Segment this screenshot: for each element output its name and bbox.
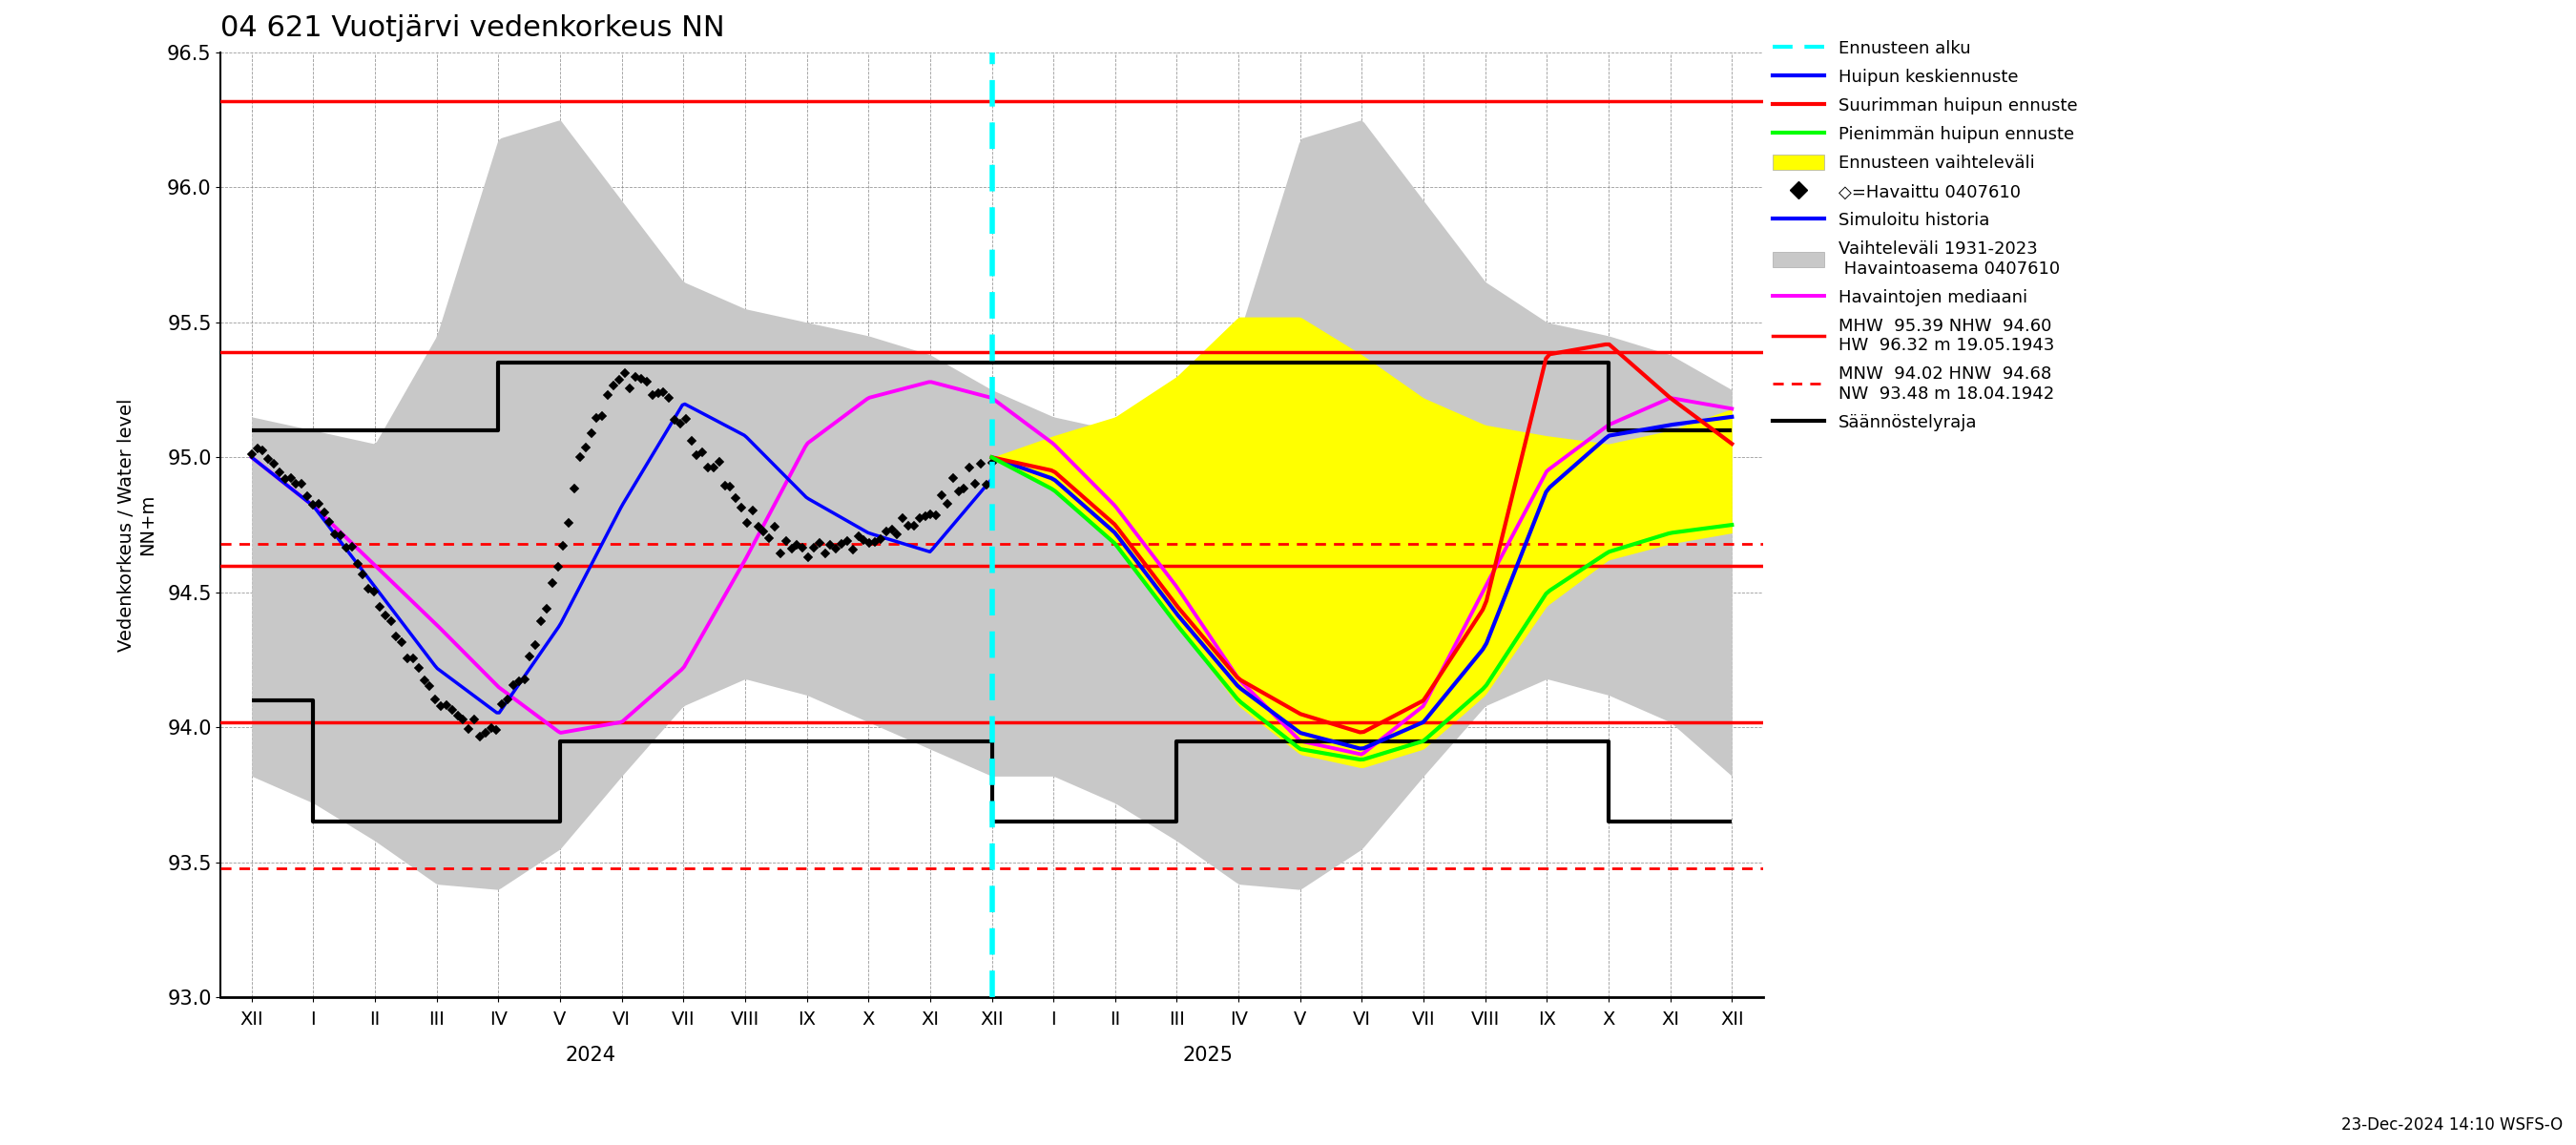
Y-axis label: Vedenkorkeus / Water level
NN+m: Vedenkorkeus / Water level NN+m xyxy=(118,398,157,652)
Text: 04 621 Vuotjärvi vedenkorkeus NN: 04 621 Vuotjärvi vedenkorkeus NN xyxy=(222,14,726,42)
Legend: Ennusteen alku, Huipun keskiennuste, Suurimman huipun ennuste, Pienimmän huipun : Ennusteen alku, Huipun keskiennuste, Suu… xyxy=(1767,33,2084,439)
Text: 2024: 2024 xyxy=(567,1047,616,1065)
Text: 23-Dec-2024 14:10 WSFS-O: 23-Dec-2024 14:10 WSFS-O xyxy=(2342,1116,2563,1134)
Text: 2025: 2025 xyxy=(1182,1047,1234,1065)
